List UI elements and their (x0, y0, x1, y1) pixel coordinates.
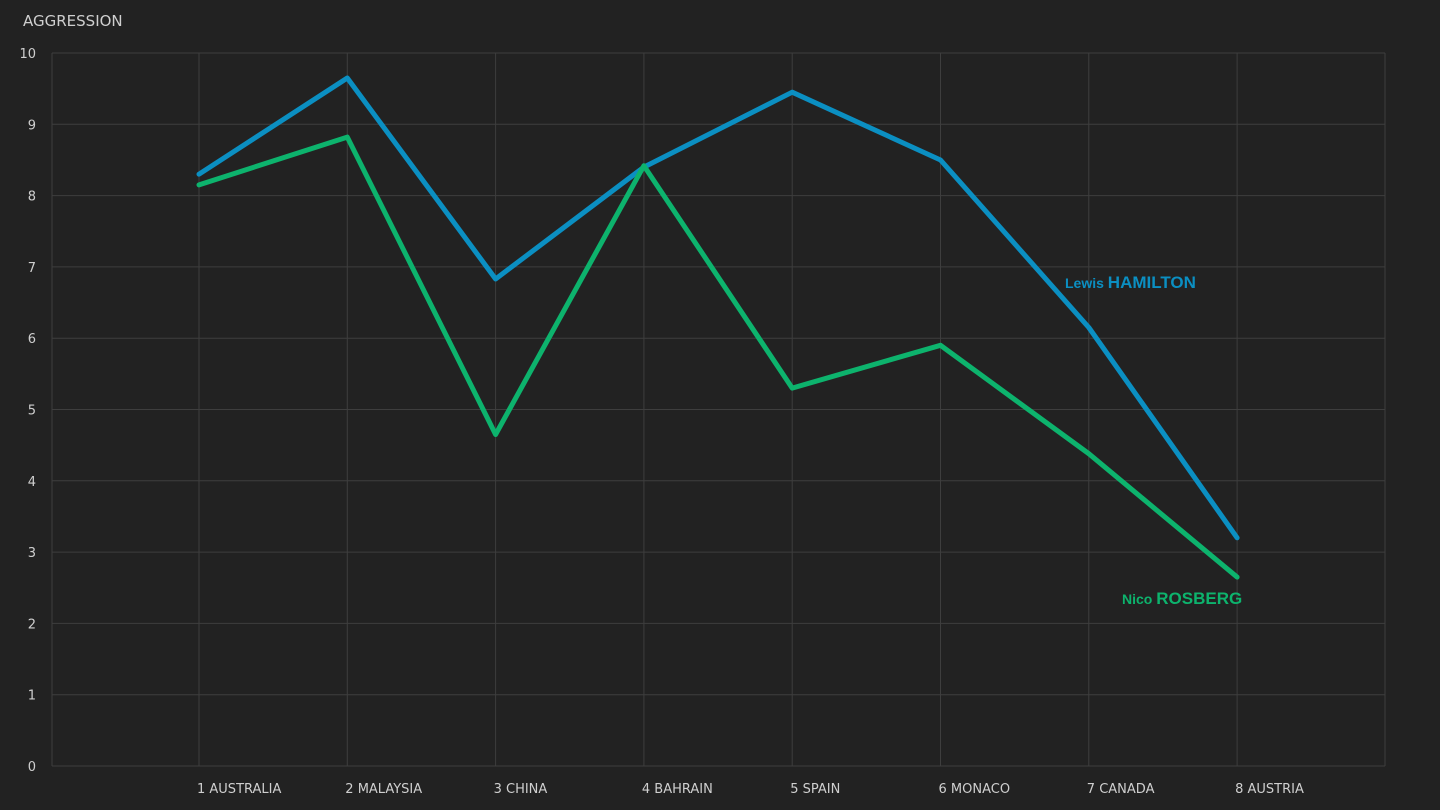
x-tick-label: 4 BAHRAIN (642, 782, 713, 797)
y-tick-label: 9 (28, 118, 36, 133)
x-tick-label: 3 CHINA (494, 782, 548, 797)
x-tick-label: 7 CANADA (1087, 782, 1155, 797)
x-tick-label: 2 MALAYSIA (345, 782, 422, 797)
y-tick-label: 2 (28, 617, 36, 632)
y-axis-label: AGGRESSION (23, 12, 123, 30)
y-tick-labels: 0 1 2 3 4 5 6 7 8 9 10 (19, 47, 36, 775)
y-tick-label: 6 (28, 332, 36, 347)
y-tick-label: 5 (28, 404, 36, 419)
x-tick-label: 5 SPAIN (790, 782, 840, 797)
series-label-first-name: Nico (1122, 591, 1156, 607)
y-tick-label: 1 (28, 689, 36, 704)
x-tick-label: 6 MONACO (939, 782, 1011, 797)
series-label-last-name: ROSBERG (1156, 589, 1242, 608)
x-tick-labels: 1 AUSTRALIA 2 MALAYSIA 3 CHINA 4 BAHRAIN 5 S… (197, 782, 1304, 797)
series-label-hamilton: Lewis HAMILTON (1065, 273, 1196, 292)
y-tick-label: 8 (28, 190, 36, 205)
x-tick-label: 1 AUSTRALIA (197, 782, 281, 797)
series-labels: Lewis HAMILTON Nico ROSBERG (1065, 273, 1242, 608)
series-label-last-name: HAMILTON (1108, 273, 1196, 292)
series-label-first-name: Lewis (1065, 275, 1108, 291)
series-lines (196, 75, 1240, 580)
y-tick-label: 3 (28, 546, 36, 561)
y-tick-label: 0 (28, 760, 36, 775)
y-tick-label: 4 (28, 475, 36, 490)
series-line-rosberg (196, 134, 1240, 580)
grid (51, 52, 1386, 767)
series-label-rosberg: Nico ROSBERG (1122, 589, 1242, 608)
y-tick-label: 10 (19, 47, 36, 62)
y-tick-label: 7 (28, 261, 36, 276)
x-tick-label: 8 AUSTRIA (1235, 782, 1304, 797)
series-line-hamilton (196, 75, 1240, 541)
